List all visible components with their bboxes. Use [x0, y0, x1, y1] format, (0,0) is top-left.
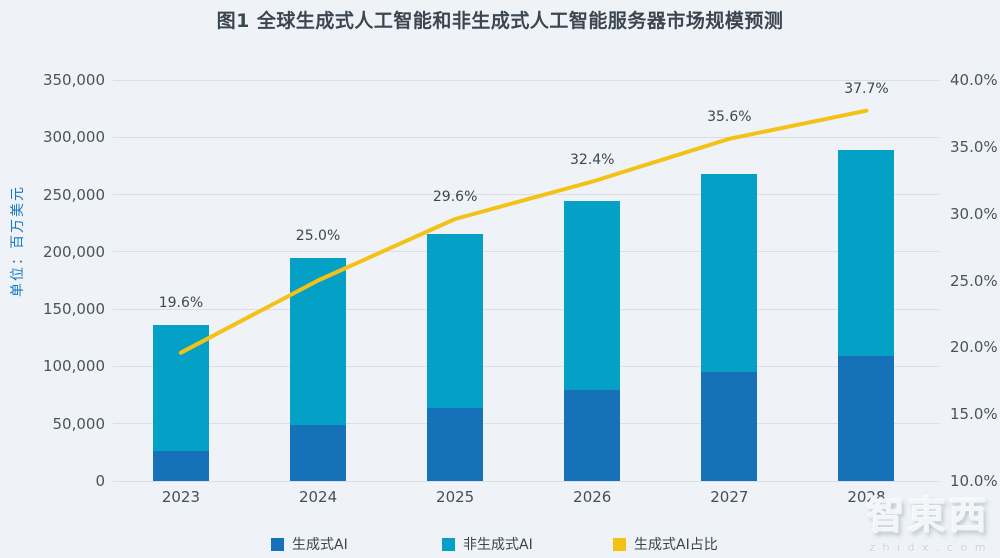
share-point-label: 35.6%: [707, 108, 752, 125]
share-point-label: 29.6%: [432, 189, 478, 205]
share-point-label: 25.0%: [295, 228, 341, 245]
bar-segment-non-generative: [701, 173, 758, 372]
gridline: [113, 365, 939, 367]
left-axis-tick-label: 100,000: [42, 357, 105, 376]
bar-segment-generative: [290, 425, 347, 481]
right-axis-tick-label: 10.0%: [950, 472, 998, 490]
watermark-logo: 智東西: [866, 494, 990, 538]
bar-segment-non-generative: [838, 149, 895, 357]
legend-label-share: 生成式AI占比: [634, 537, 718, 553]
x-axis-label: 2024: [298, 488, 338, 506]
watermark-domain: z h i d x . c o m: [869, 541, 988, 554]
bar-segment-generative: [838, 356, 895, 481]
share-point-label: 37.7%: [844, 80, 889, 97]
left-axis-tick-label: 350,000: [42, 71, 105, 89]
bar-segment-non-generative: [564, 201, 621, 391]
legend-label-generative: 生成式AI: [292, 537, 348, 553]
x-axis-label: 2026: [573, 488, 612, 506]
share-point-label: 19.6%: [158, 295, 204, 312]
x-axis-label: 2028: [847, 488, 886, 506]
left-axis-tick-label: 300,000: [42, 128, 105, 147]
bar-segment-non-generative: [427, 233, 484, 408]
right-axis-tick-label: 20.0%: [950, 338, 998, 357]
bar-segment-generative: [701, 371, 758, 481]
legend-item-non-generative: 非生成式AI: [442, 536, 533, 553]
bar-segment-generative: [564, 390, 621, 481]
legend-swatch-share: [613, 537, 626, 551]
right-axis-tick-label: 35.0%: [950, 137, 998, 156]
bar-segment-generative: [152, 450, 209, 481]
gridline: [113, 423, 939, 425]
legend-swatch-generative: [271, 537, 284, 551]
legend-label-non-generative: 非生成式AI: [463, 537, 533, 553]
bar-segment-non-generative: [152, 325, 209, 451]
gridline: [113, 136, 939, 138]
x-axis-label: 2025: [436, 488, 475, 506]
right-axis-tick-label: 15.0%: [950, 405, 998, 424]
gridline: [113, 308, 939, 310]
gridline: [113, 480, 939, 482]
legend-swatch-non-generative: [442, 537, 455, 551]
right-axis-tick-label: 25.0%: [950, 271, 998, 290]
left-axis-tick-label: 150,000: [42, 300, 105, 319]
gridline: [113, 251, 939, 253]
chart-title: 图1 全球生成式人工智能和非生成式人工智能服务器市场规模预测: [216, 10, 784, 32]
left-axis-tick-label: 50,000: [52, 414, 106, 433]
left-axis-tick-label: 0: [95, 472, 105, 490]
x-axis-label: 2023: [161, 488, 201, 506]
right-axis-tick-label: 40.0%: [950, 71, 998, 89]
legend-item-share: 生成式AI占比: [613, 536, 718, 553]
right-axis-tick-label: 30.0%: [950, 204, 998, 223]
gridline: [113, 194, 939, 196]
left-axis-tick-label: 200,000: [42, 242, 105, 261]
x-axis-label: 2027: [710, 488, 749, 506]
bar-segment-non-generative: [290, 258, 347, 426]
left-axis-tick-label: 250,000: [42, 185, 105, 204]
share-point-label: 32.4%: [570, 151, 615, 168]
bar-segment-generative: [427, 407, 484, 481]
watermark: 智東西 z h i d x . c o m: [867, 485, 990, 554]
gridline: [113, 79, 939, 81]
legend-item-generative: 生成式AI: [271, 536, 348, 553]
